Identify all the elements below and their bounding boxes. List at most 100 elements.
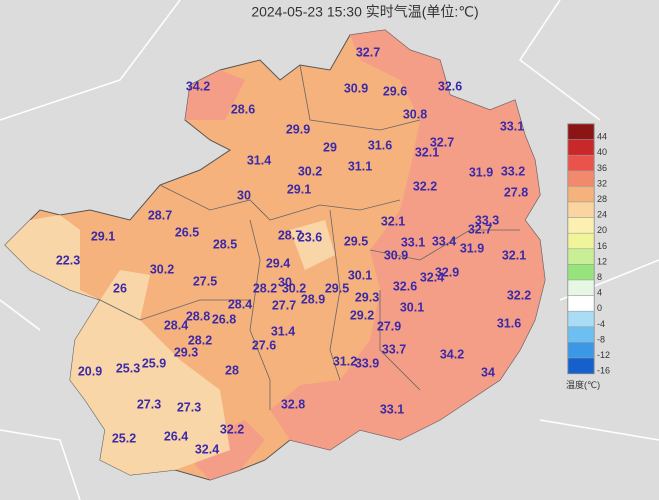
station-temperature: 32.7 (356, 45, 380, 59)
station-temperature: 31.4 (247, 153, 271, 167)
legend-swatch (567, 279, 595, 296)
warm-zone (270, 30, 545, 450)
station-temperature: 34 (481, 365, 495, 379)
station-temperature: 33.1 (500, 119, 524, 133)
legend-tick-label: 32 (597, 178, 607, 188)
station-temperature: 30.2 (298, 164, 322, 178)
legend-swatch (567, 326, 595, 343)
station-temperature: 30.9 (384, 248, 408, 262)
station-temperature: 29.1 (287, 182, 311, 196)
station-temperature: 29.5 (344, 234, 368, 248)
station-temperature: 28.6 (231, 102, 255, 116)
station-temperature: 32.4 (420, 270, 444, 284)
station-temperature: 33.7 (382, 342, 406, 356)
station-temperature: 29.3 (174, 345, 198, 359)
station-temperature: 33.2 (501, 164, 525, 178)
legend-swatch (567, 357, 595, 374)
legend-tick-label: -16 (597, 366, 610, 376)
station-temperature: 32.6 (438, 79, 462, 93)
station-temperature: 31.9 (469, 165, 493, 179)
station-temperature: 33.9 (355, 356, 379, 370)
legend-tick-label: -12 (597, 350, 610, 360)
station-temperature: 30 (237, 188, 251, 202)
station-temperature: 32.2 (413, 179, 437, 193)
legend-label: 温度(℃) (566, 379, 600, 390)
station-temperature: 32.1 (381, 214, 405, 228)
station-temperature: 28.2 (253, 281, 277, 295)
station-temperature: 33.4 (432, 234, 456, 248)
station-temperature: 30.8 (403, 107, 427, 121)
legend-swatch (567, 186, 595, 203)
station-temperature: 33.1 (401, 235, 425, 249)
station-temperature: 32.7 (430, 135, 454, 149)
station-temperature: 32.2 (507, 288, 531, 302)
station-temperature: 31.2 (333, 354, 357, 368)
station-temperature: 26.5 (175, 225, 199, 239)
legend-tick-label: 36 (597, 163, 607, 173)
legend-swatch (567, 139, 595, 156)
station-temperature: 30.1 (400, 300, 424, 314)
station-temperature: 34.2 (440, 347, 464, 361)
legend-swatch (567, 123, 595, 140)
legend-swatch (567, 170, 595, 187)
legend-swatch (567, 295, 595, 312)
station-temperature: 32.1 (502, 248, 526, 262)
legend-tick-label: 44 (597, 132, 607, 142)
station-temperature: 31.1 (348, 159, 372, 173)
station-temperature: 32.1 (415, 145, 439, 159)
station-temperature: 30.2 (282, 281, 306, 295)
station-temperature: 28.9 (301, 292, 325, 306)
legend-swatch (567, 154, 595, 172)
station-temperature: 28.7 (148, 208, 172, 222)
legend-tick-label: 12 (597, 256, 607, 266)
station-temperature: 32.4 (195, 442, 219, 456)
station-temperature: 27.5 (193, 274, 217, 288)
legend-tick-label: 4 (597, 288, 602, 298)
station-temperature: 25.3 (116, 361, 140, 375)
station-temperature: 22.3 (56, 253, 80, 267)
station-temperature: 31.6 (497, 316, 521, 330)
station-temperature: 29.9 (286, 122, 310, 136)
station-temperature: 28.2 (188, 333, 212, 347)
station-temperature: 29.2 (350, 308, 374, 322)
station-temperature: 25.9 (142, 356, 166, 370)
station-temperature: 23.6 (298, 230, 322, 244)
station-temperature: 27.8 (504, 185, 528, 199)
station-temperature: 33.1 (380, 402, 404, 416)
station-temperature: 20.9 (78, 364, 102, 378)
station-temperature: 28.8 (186, 309, 210, 323)
station-temperature: 32.2 (220, 422, 244, 436)
county-borders (99, 64, 520, 410)
legend-swatch (567, 264, 595, 281)
station-temperature: 27.3 (177, 400, 201, 414)
legend-tick-label: 16 (597, 241, 607, 251)
station-temperature: 30.2 (150, 262, 174, 276)
legend-swatch (567, 217, 595, 234)
station-temperature: 28.7 (278, 228, 302, 242)
cool-zone (5, 215, 230, 475)
legend-tick-label: 0 (597, 303, 602, 313)
station-temperature: 31.4 (271, 324, 295, 338)
station-temperature: 27.6 (252, 338, 276, 352)
legend-tick-label: -4 (597, 319, 605, 329)
station-temperature: 32.8 (281, 397, 305, 411)
station-temperature: 28 (225, 363, 239, 377)
legend-tick-label: 8 (597, 272, 602, 282)
station-temperature: 31.9 (460, 241, 484, 255)
station-temperature: 29.6 (383, 84, 407, 98)
legend-tick-label: -8 (597, 334, 605, 344)
station-temperature: 29 (323, 140, 337, 154)
station-temperature: 28.4 (164, 318, 188, 332)
warm-zone-nw (185, 70, 245, 120)
station-temperature: 26.8 (212, 312, 236, 326)
station-temperature: 29.1 (91, 229, 115, 243)
legend-swatch (567, 342, 595, 359)
cool-zone-center (290, 220, 335, 270)
station-temperature: 25.2 (112, 431, 136, 445)
station-temperature: 29.3 (355, 290, 379, 304)
legend-swatch (567, 310, 595, 328)
station-temperature: 29.5 (325, 281, 349, 295)
map-title: 2024-05-23 15:30 实时气温(单位:℃) (251, 4, 478, 20)
station-temperature: 26 (113, 281, 127, 295)
